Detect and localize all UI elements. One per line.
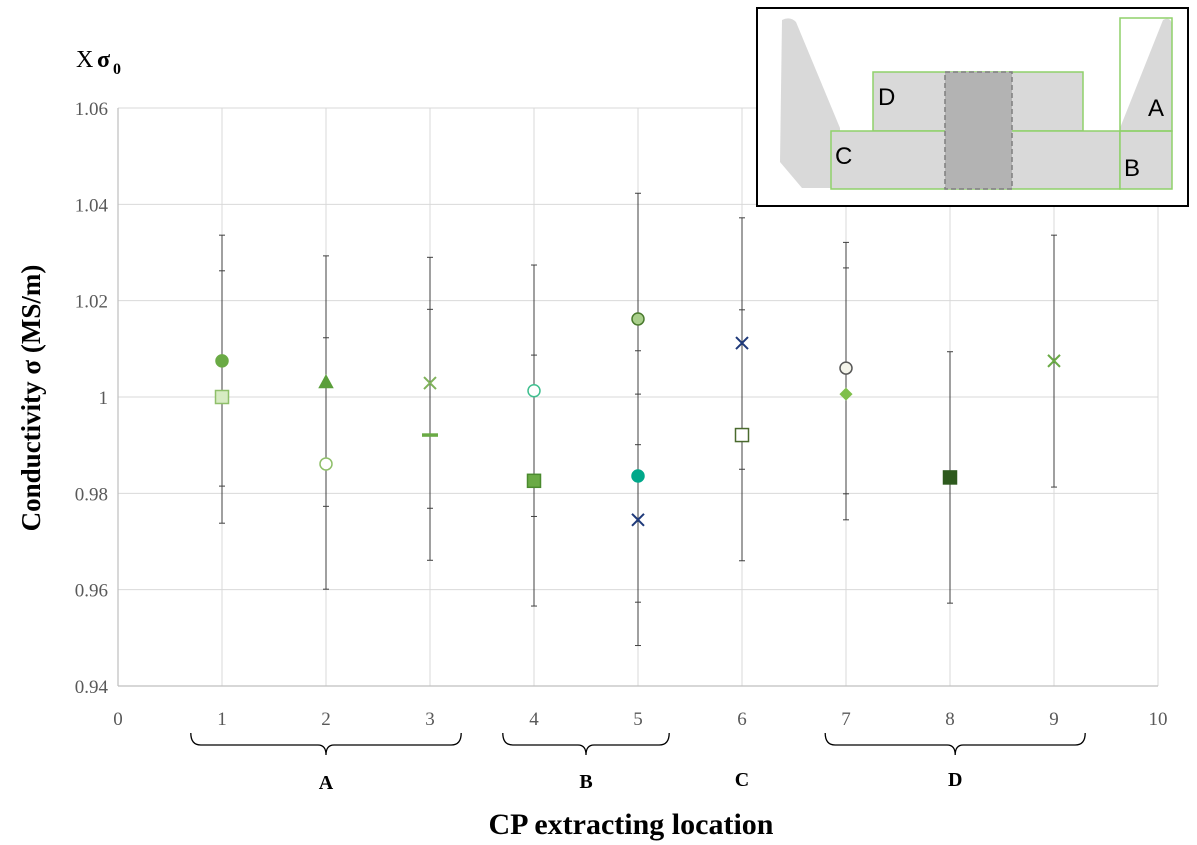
group-bracket-A [190, 732, 462, 756]
x-tick-label: 0 [113, 709, 123, 730]
data-point [319, 457, 333, 471]
data-point [631, 312, 645, 326]
x-tick-label: 3 [425, 709, 435, 730]
data-point [527, 383, 541, 398]
y-tick-label: 1 [99, 388, 109, 409]
data-point [839, 361, 853, 375]
data-point [631, 469, 645, 483]
data-point [215, 354, 229, 368]
group-label-D: D [948, 769, 962, 791]
x-tick-label: 9 [1049, 709, 1059, 730]
y-tick-label: 0.96 [75, 581, 108, 602]
y-tick-label: 1.06 [75, 99, 108, 120]
data-point [318, 373, 334, 389]
group-bracket-D [824, 732, 1086, 756]
inset-left-flange [780, 18, 840, 189]
group-label-C: C [735, 769, 749, 791]
y-unit-label: X σ 0 [76, 47, 121, 78]
y-unit-prefix: X [76, 47, 93, 73]
y-tick-label: 1.04 [75, 195, 109, 216]
y-tick-label: 1.02 [75, 292, 108, 313]
x-tick-label: 4 [529, 709, 539, 730]
inset-core [944, 71, 1013, 190]
x-tick-label: 2 [321, 709, 331, 730]
data-point [423, 376, 437, 390]
data-point [1047, 354, 1061, 368]
group-bracket-B [502, 732, 670, 756]
x-tick-label: 8 [945, 709, 955, 730]
y-tick-label: 0.98 [75, 484, 108, 505]
group-label-B: B [579, 771, 592, 793]
data-point [526, 473, 542, 489]
x-tick-label: 5 [633, 709, 643, 730]
x-tick-label: 7 [841, 709, 851, 730]
group-brackets: A B C D [190, 732, 1086, 794]
data-points [214, 312, 1061, 527]
inset-label-B: B [1124, 155, 1140, 182]
inset-label-D: D [878, 84, 895, 111]
axes [117, 108, 1158, 687]
inset-region-A [1119, 17, 1173, 132]
specimen-inset: D C A B [756, 7, 1189, 207]
data-point [942, 470, 958, 485]
data-point [735, 336, 749, 350]
x-tick-labels: 0 1 2 3 4 5 6 7 8 9 10 [113, 709, 1167, 730]
inset-region-B [1119, 130, 1173, 190]
error-bars [219, 192, 1057, 647]
y-axis-title: Conductivity σ (MS/m) [16, 265, 46, 532]
data-point [214, 389, 230, 405]
y-tick-labels: 0.94 0.96 0.98 1 1.02 1.04 1.06 [75, 99, 109, 698]
data-point [839, 387, 853, 401]
x-tick-label: 1 [217, 709, 227, 730]
y-tick-label: 0.94 [75, 677, 109, 698]
x-tick-label: 6 [737, 709, 747, 730]
inset-label-C: C [835, 143, 852, 170]
data-point [631, 513, 645, 527]
group-label-A: A [319, 772, 334, 794]
x-tick-label: 10 [1149, 709, 1168, 730]
data-point [734, 427, 750, 443]
inset-label-A: A [1148, 95, 1164, 122]
y-unit-symbol: σ [97, 47, 110, 73]
x-axis-title: CP extracting location [489, 808, 774, 841]
y-unit-subscript: 0 [113, 61, 121, 78]
